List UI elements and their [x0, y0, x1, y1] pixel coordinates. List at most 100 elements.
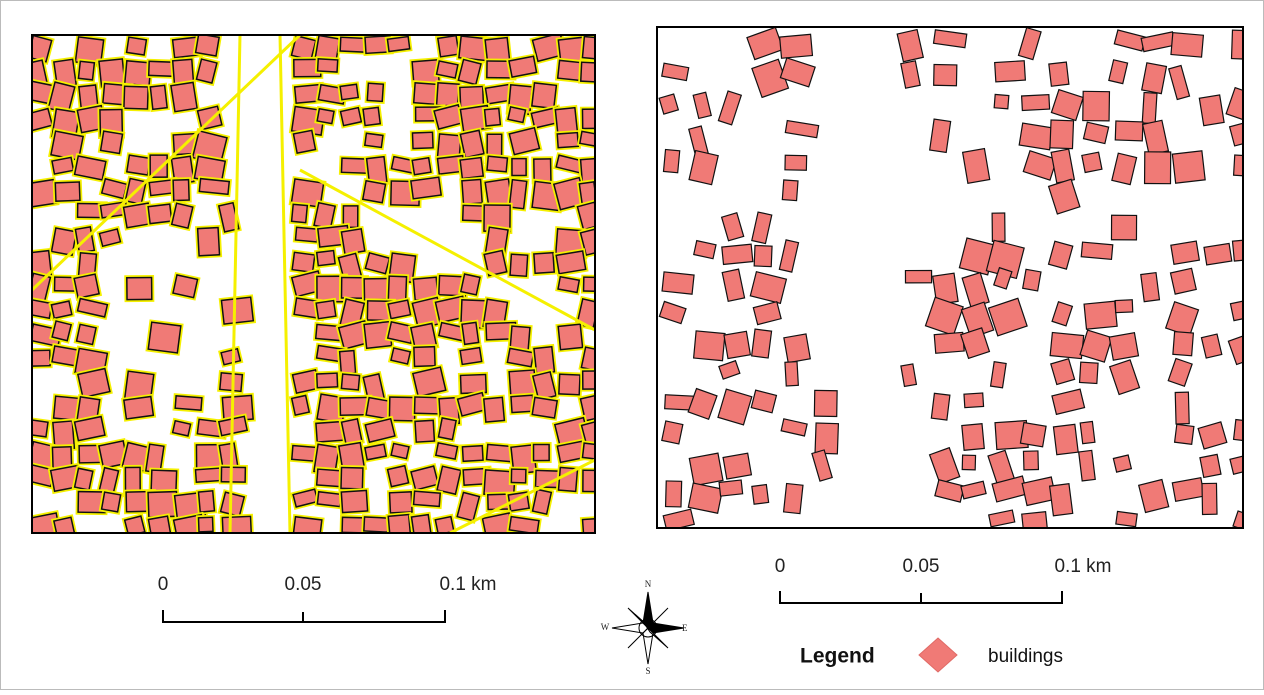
- building: [411, 177, 441, 199]
- building: [1109, 333, 1138, 360]
- building: [723, 453, 751, 479]
- building: [754, 245, 772, 266]
- scale-label: 0: [158, 574, 169, 595]
- building: [341, 467, 363, 488]
- legend-title: Legend: [800, 645, 875, 668]
- building: [199, 179, 229, 195]
- building: [414, 347, 435, 367]
- building: [1115, 300, 1133, 313]
- building: [752, 329, 772, 358]
- building: [462, 446, 483, 462]
- building: [1049, 62, 1069, 86]
- building: [722, 244, 753, 264]
- building: [415, 420, 434, 442]
- building: [963, 149, 990, 184]
- building: [780, 34, 813, 58]
- building: [341, 229, 364, 254]
- building: [934, 64, 957, 85]
- building: [293, 130, 315, 153]
- building: [124, 397, 153, 419]
- building: [340, 84, 358, 99]
- building: [1145, 152, 1171, 184]
- building: [318, 59, 338, 72]
- building: [1142, 63, 1167, 94]
- building: [195, 468, 222, 482]
- building: [51, 301, 71, 318]
- building: [391, 443, 409, 458]
- building: [317, 109, 334, 124]
- building: [964, 393, 984, 408]
- building: [532, 397, 557, 418]
- building: [462, 179, 482, 204]
- building: [78, 61, 94, 80]
- building: [414, 397, 438, 414]
- building: [1023, 269, 1041, 291]
- building: [557, 133, 578, 148]
- building: [1020, 423, 1046, 447]
- building: [198, 517, 213, 532]
- building: [52, 321, 71, 341]
- building: [365, 133, 383, 147]
- building: [1022, 95, 1050, 111]
- building: [992, 213, 1005, 241]
- building: [1050, 333, 1084, 359]
- building: [221, 492, 245, 516]
- building: [150, 85, 167, 109]
- building: [785, 155, 807, 170]
- scale-label: 0.05: [285, 574, 322, 595]
- building: [414, 491, 441, 506]
- scale-label: 0.1 km: [439, 574, 496, 595]
- building: [390, 492, 413, 513]
- building: [198, 106, 222, 129]
- building: [784, 483, 803, 513]
- building: [55, 182, 80, 201]
- compass-label: W: [601, 622, 610, 632]
- building: [461, 274, 480, 295]
- building: [1170, 268, 1196, 294]
- building: [510, 254, 528, 276]
- building: [508, 107, 526, 123]
- building: [149, 61, 174, 76]
- building: [124, 86, 148, 109]
- building: [962, 424, 984, 451]
- building: [511, 469, 526, 483]
- building: [1053, 424, 1078, 454]
- building: [934, 332, 964, 353]
- building: [412, 158, 431, 175]
- building: [784, 334, 810, 363]
- building: [1080, 362, 1099, 383]
- building: [556, 251, 586, 274]
- building: [412, 132, 433, 148]
- building: [1019, 123, 1053, 150]
- compass-label: S: [645, 666, 650, 676]
- building: [127, 155, 150, 175]
- building: [198, 228, 220, 256]
- building: [931, 393, 950, 420]
- legend-item: buildings: [988, 646, 1063, 667]
- building: [1083, 91, 1110, 121]
- building: [1023, 451, 1038, 470]
- building: [782, 180, 798, 201]
- building: [220, 373, 243, 391]
- building: [1115, 121, 1143, 141]
- building: [148, 204, 172, 224]
- building: [74, 274, 99, 298]
- building: [173, 421, 191, 436]
- compass-label: E: [682, 623, 688, 633]
- building: [1204, 243, 1232, 264]
- building: [1111, 215, 1136, 240]
- building: [485, 108, 501, 126]
- building: [511, 395, 534, 412]
- building: [1142, 92, 1157, 123]
- building: [1173, 332, 1194, 356]
- building: [437, 83, 459, 107]
- building: [78, 369, 110, 398]
- building: [1080, 421, 1095, 443]
- scale-label: 0: [775, 556, 786, 577]
- building: [198, 491, 214, 512]
- building: [532, 83, 557, 109]
- building: [438, 36, 459, 57]
- building: [317, 492, 341, 507]
- building: [1175, 424, 1194, 444]
- building: [438, 418, 456, 440]
